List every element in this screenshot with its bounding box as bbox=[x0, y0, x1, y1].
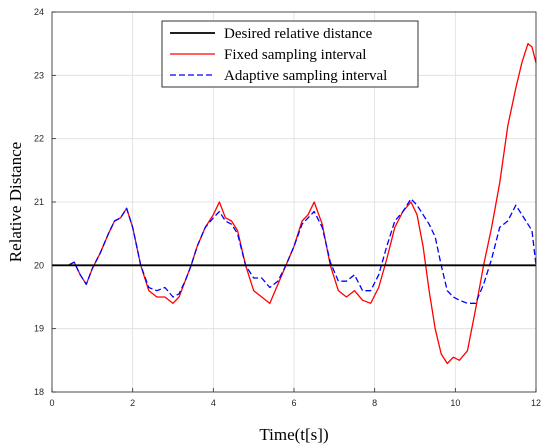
y-tick-label: 22 bbox=[34, 134, 44, 144]
legend-box bbox=[161, 20, 419, 88]
legend-label-adaptive-sampling-interval: Adaptive sampling interval bbox=[224, 68, 387, 84]
y-tick-label: 18 bbox=[34, 387, 44, 397]
y-tick-label: 21 bbox=[34, 197, 44, 207]
legend-label-fixed-sampling-interval: Fixed sampling interval bbox=[224, 47, 366, 63]
x-tick-label: 8 bbox=[372, 398, 377, 408]
x-tick-label: 6 bbox=[291, 398, 296, 408]
plot-frame bbox=[51, 11, 537, 393]
y-tick-label: 24 bbox=[34, 7, 44, 17]
x-tick-label: 0 bbox=[49, 398, 54, 408]
x-tick-label: 2 bbox=[130, 398, 135, 408]
legend: Desired relative distance Fixed sampling … bbox=[161, 20, 419, 88]
series-lines bbox=[52, 43, 537, 365]
x-tick-label: 4 bbox=[211, 398, 216, 408]
x-tick-labels: 0 2 4 6 8 10 12 bbox=[49, 398, 541, 408]
legend-label-desired-relative-distance: Desired relative distance bbox=[224, 26, 373, 42]
series-line-adaptive-sampling-interval bbox=[52, 198, 537, 304]
y-tick-labels: 18 19 20 21 22 23 24 bbox=[34, 7, 44, 397]
y-tick-label: 20 bbox=[34, 260, 44, 270]
y-tick-label: 23 bbox=[34, 70, 44, 80]
x-axis-label: Time(t[s]) bbox=[259, 425, 328, 444]
x-tick-label: 12 bbox=[531, 398, 541, 408]
y-axis-label: Relative Distance bbox=[6, 142, 25, 262]
x-tick-label: 10 bbox=[450, 398, 460, 408]
y-tick-label: 19 bbox=[34, 324, 44, 334]
